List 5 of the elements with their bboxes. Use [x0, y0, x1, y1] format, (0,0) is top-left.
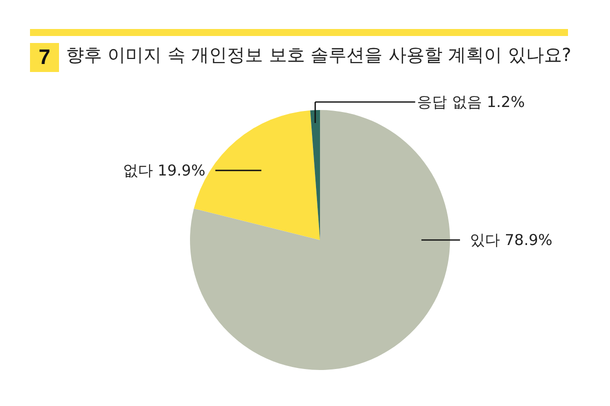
- chart-title: 향후 이미지 속 개인정보 보호 솔루션을 사용할 계획이 있나요?: [66, 44, 572, 68]
- text: 7: [30, 43, 59, 72]
- slice-label: 있다 78.9%: [470, 231, 552, 249]
- slice-label: 응답 없음 1.2%: [417, 93, 525, 111]
- slice-label: 없다 19.9%: [122, 161, 206, 180]
